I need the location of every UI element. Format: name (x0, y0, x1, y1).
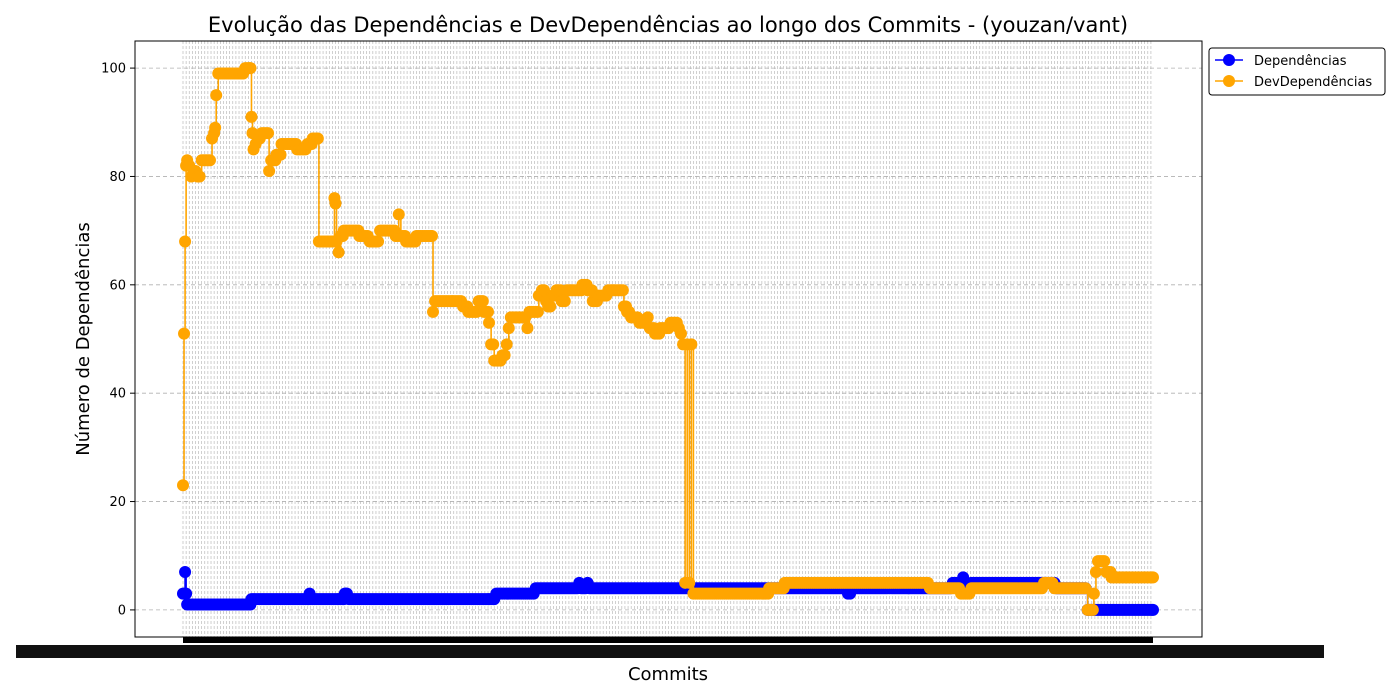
data-point-devdependencias (498, 349, 511, 362)
data-point-dependencias (180, 587, 193, 600)
data-point-devdependencias (274, 148, 287, 161)
data-point-devdependencias (427, 305, 440, 318)
legend-label-devdependencias: DevDependências (1254, 75, 1372, 90)
data-point-devdependencias (178, 327, 191, 340)
legend-box (1208, 47, 1386, 96)
x-tick-marks (183, 637, 1153, 643)
data-point-devdependencias (482, 305, 495, 318)
x-axis-label: Commits (628, 664, 708, 685)
data-point-devdependencias (392, 208, 405, 221)
y-tick-label: 0 (118, 603, 126, 618)
data-point-devdependencias (329, 197, 342, 210)
data-point-devdependencias (263, 165, 276, 178)
data-point-devdependencias (262, 127, 275, 140)
data-point-devdependencias (674, 327, 687, 340)
x-tick-band (16, 637, 1324, 658)
data-point-devdependencias (245, 110, 258, 123)
data-point-devdependencias (425, 230, 438, 243)
chart-title: Evolução das Dependências e DevDependênc… (208, 13, 1128, 37)
data-point-devdependencias (1147, 571, 1159, 584)
data-point-devdependencias (531, 305, 544, 318)
y-tick-label: 20 (109, 495, 126, 510)
data-point-devdependencias (210, 89, 223, 102)
data-point-devdependencias (558, 295, 571, 308)
y-axis-ticks: 0 20 40 60 80 100 (101, 62, 135, 618)
series-layer (177, 62, 1159, 616)
legend-marker-devdependencias (1223, 75, 1235, 87)
data-point-dependencias (1147, 603, 1159, 616)
data-point-devdependencias (616, 284, 629, 297)
plot-area-frame (134, 40, 1203, 638)
data-point-devdependencias (483, 316, 496, 329)
data-point-devdependencias (487, 338, 500, 351)
y-tick-label: 40 (109, 387, 126, 402)
data-point-devdependencias (372, 235, 385, 248)
data-point-devdependencias (1098, 555, 1111, 568)
x-tick-labels-overlap (16, 645, 1324, 658)
data-point-devdependencias (177, 479, 189, 492)
data-point-devdependencias (179, 235, 192, 248)
data-point-devdependencias (193, 170, 206, 183)
data-point-devdependencias (311, 132, 324, 145)
data-point-devdependencias (1087, 587, 1100, 600)
data-point-devdependencias (332, 246, 345, 259)
data-point-devdependencias (476, 295, 489, 308)
data-point-devdependencias (500, 338, 513, 351)
y-tick-label: 80 (109, 170, 126, 185)
data-point-devdependencias (685, 338, 698, 351)
legend: Dependências DevDependências (1208, 47, 1386, 96)
y-tick-label: 100 (101, 62, 126, 77)
data-point-devdependencias (641, 311, 654, 324)
data-point-devdependencias (209, 121, 222, 134)
data-point-devdependencias (544, 300, 557, 313)
data-point-devdependencias (521, 322, 534, 335)
y-axis-label: Número de Dependências (73, 222, 94, 456)
legend-marker-dependencias (1223, 54, 1235, 66)
y-tick-label: 60 (109, 278, 126, 293)
data-point-devdependencias (1086, 603, 1099, 616)
data-point-dependencias (179, 565, 192, 578)
data-point-devdependencias (683, 576, 696, 589)
data-point-devdependencias (203, 154, 216, 167)
grid-lines (135, 41, 1202, 637)
data-point-devdependencias (244, 62, 257, 75)
legend-label-dependencias: Dependências (1254, 54, 1347, 69)
data-point-devdependencias (502, 322, 515, 335)
data-point-devdependencias (1089, 565, 1102, 578)
